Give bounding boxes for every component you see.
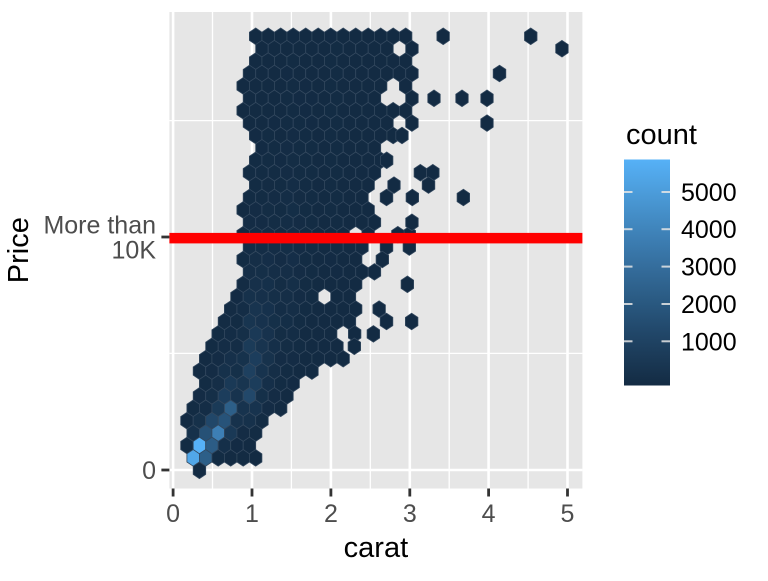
- svg-text:0: 0: [142, 457, 156, 485]
- svg-text:More than: More than: [43, 212, 156, 240]
- svg-text:10K: 10K: [112, 236, 157, 264]
- svg-text:4: 4: [482, 500, 496, 528]
- svg-text:4000: 4000: [681, 216, 737, 244]
- svg-text:5: 5: [561, 500, 575, 528]
- svg-text:3: 3: [403, 500, 417, 528]
- svg-text:3000: 3000: [681, 254, 737, 282]
- svg-text:Price: Price: [3, 217, 35, 283]
- svg-text:1000: 1000: [681, 328, 737, 356]
- svg-text:5000: 5000: [681, 179, 737, 207]
- svg-text:count: count: [626, 119, 697, 151]
- svg-text:1: 1: [245, 500, 259, 528]
- svg-text:2000: 2000: [681, 291, 737, 319]
- svg-text:carat: carat: [344, 532, 408, 564]
- svg-text:2: 2: [324, 500, 338, 528]
- svg-text:0: 0: [166, 500, 180, 528]
